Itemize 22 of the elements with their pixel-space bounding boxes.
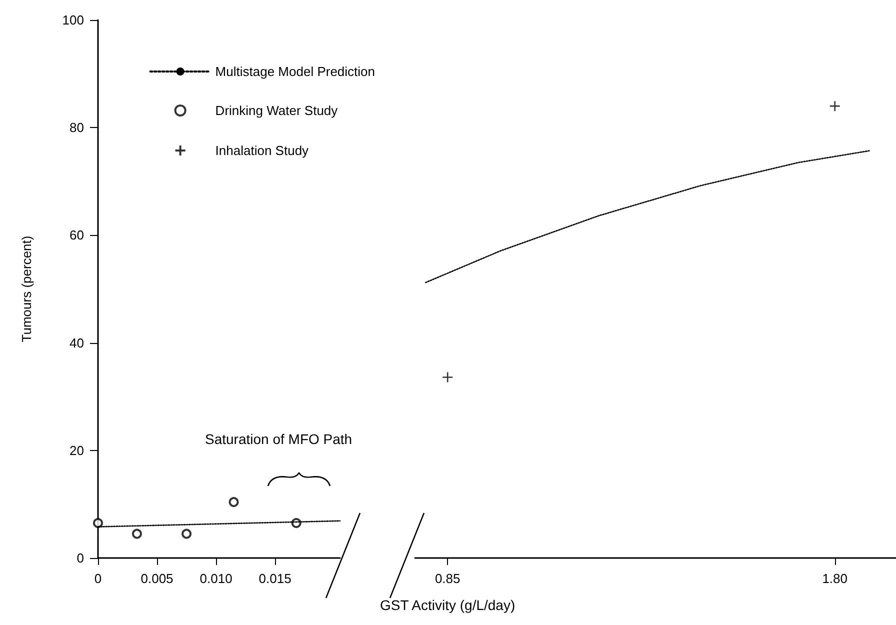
legend-label: Drinking Water Study — [215, 103, 338, 118]
x-tick-label: 0.010 — [200, 571, 232, 586]
point — [93, 518, 103, 528]
annotation: Saturation of MFO Path — [205, 431, 352, 447]
y-tick-label: 0 — [76, 550, 84, 566]
x-tick-label: 0 — [94, 571, 102, 586]
point — [182, 528, 192, 539]
y-axis-title: Tumours (percent) — [19, 236, 34, 342]
text: Inhalation Study — [215, 143, 309, 158]
x-axis-title: GST Activity (g/L/day) — [380, 597, 516, 613]
x-tick-label: 0.005 — [140, 571, 174, 586]
x-tick-label: 0.85 — [434, 571, 460, 586]
y-tick-label: 20 — [70, 442, 84, 458]
y-tick-label: 80 — [70, 120, 84, 136]
x-tick-label: 1.80 — [822, 571, 848, 586]
point — [228, 497, 239, 508]
y-tick-label: 100 — [62, 12, 84, 28]
y-tick-label: 60 — [70, 228, 84, 243]
legend-label: Multistage Model Prediction — [215, 64, 376, 79]
y-tick-label: 40 — [70, 335, 84, 350]
x-tick-label: 0.015 — [258, 571, 292, 586]
point — [132, 528, 142, 539]
